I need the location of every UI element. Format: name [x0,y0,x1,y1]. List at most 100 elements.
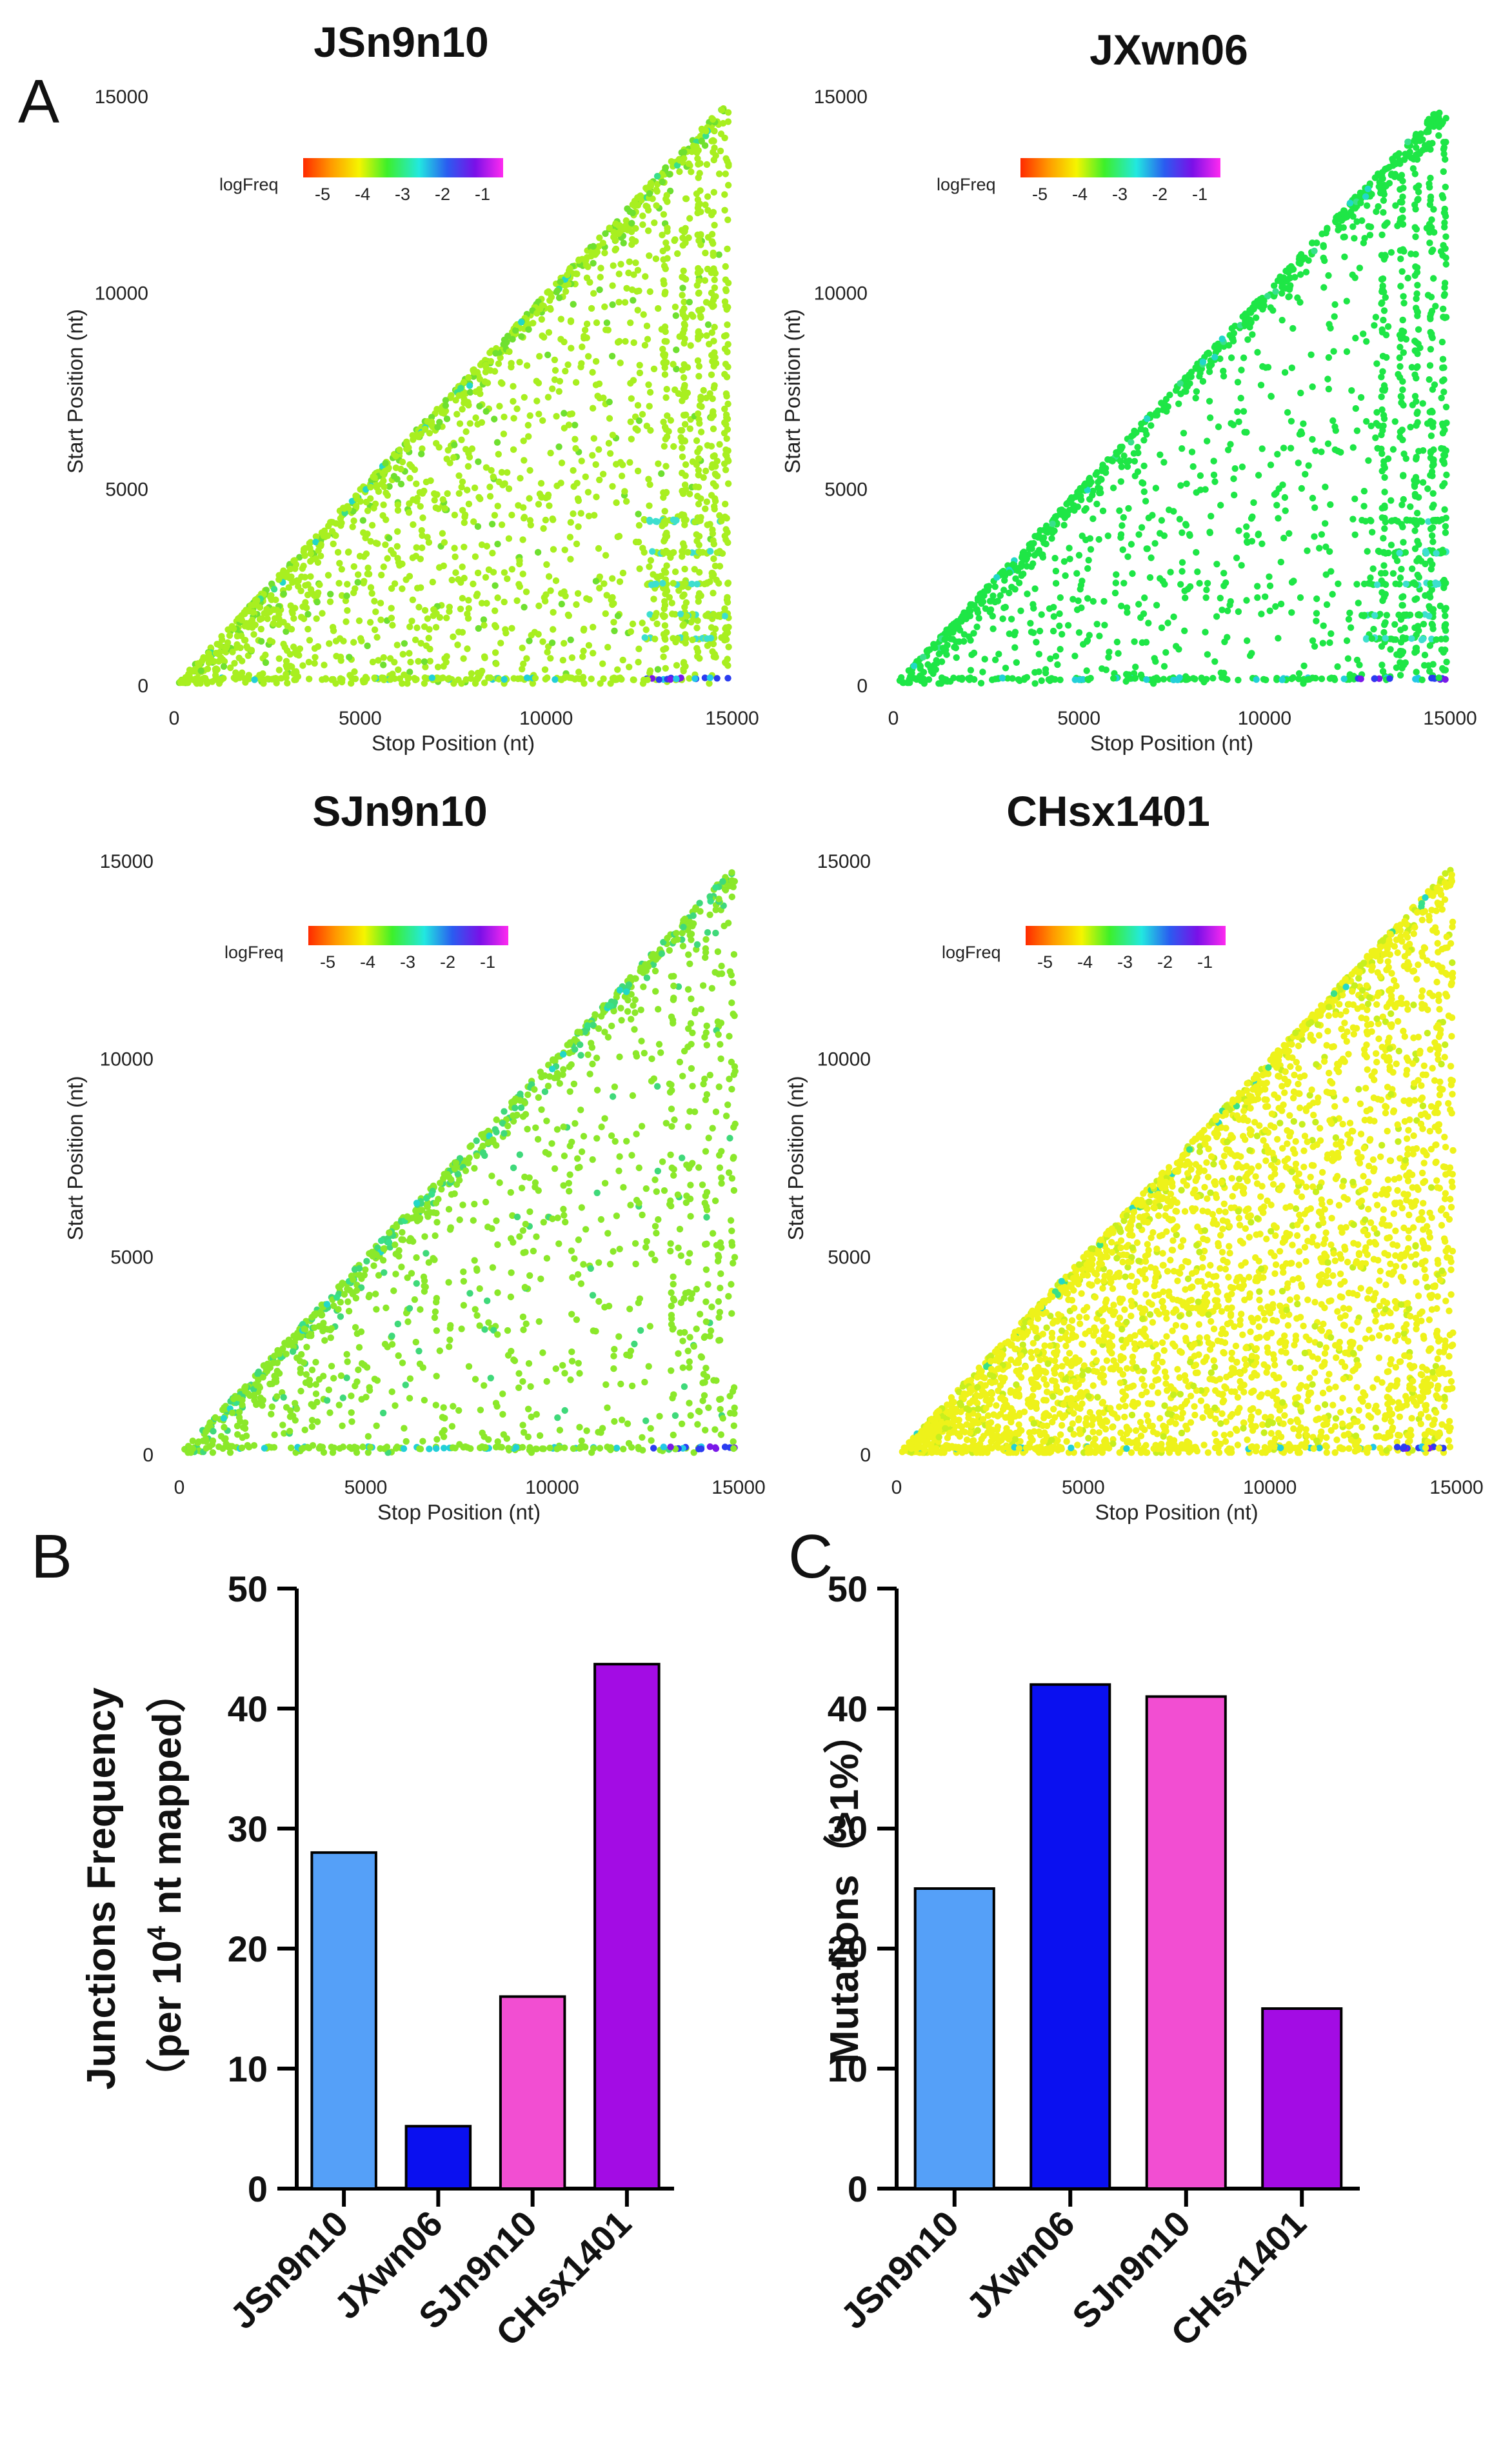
interior-point [1352,405,1359,412]
bottom-row-point [532,674,539,682]
column-point [1442,447,1449,454]
interior-point [391,659,398,666]
interior-point [432,624,440,631]
interior-point [416,488,423,496]
column-point [724,656,731,663]
interior-point [648,1250,655,1258]
interior-point [1056,622,1063,630]
interior-point [459,506,466,514]
interior-point [555,443,562,450]
interior-point [446,1336,453,1343]
diagonal-point [1158,399,1165,406]
interior-point [1038,677,1045,685]
interior-point [610,1248,617,1255]
interior-point [494,503,501,510]
interior-point [1052,579,1060,587]
interior-point [1238,463,1246,470]
interior-point [1311,533,1318,540]
streak-point [641,634,648,641]
diagonal-point [320,532,327,539]
interior-point [626,459,633,466]
interior-point [384,465,392,473]
interior-point [601,249,608,257]
column-point [697,314,704,321]
interior-point [550,608,557,616]
column-point [724,118,732,125]
interior-point [1182,521,1190,529]
diagonal-point [622,217,630,225]
interior-point [567,519,574,526]
interior-point [378,572,385,579]
interior-point [479,1142,486,1150]
diagonal-point [640,983,647,990]
column-point [1442,529,1449,536]
interior-point [657,470,665,477]
legend-tick-label: -3 [400,952,415,972]
interior-point [488,466,495,474]
interior-point [547,655,554,662]
interior-point [542,591,550,598]
diagonal-point [1435,132,1442,139]
legend-tick-label: -1 [1192,185,1208,204]
interior-point [642,203,650,210]
interior-point [638,1123,646,1130]
streak-point [1436,517,1443,525]
diagonal-point [476,376,484,383]
interior-point [1424,485,1431,492]
interior-point [421,1396,428,1404]
interior-point [553,482,561,490]
x-tick-label: 0 [169,708,180,729]
interior-point [477,496,484,503]
column-point [1438,338,1446,346]
interior-point [498,468,506,476]
interior-point [481,653,488,660]
interior-point [364,642,371,650]
bottom-row-point [1051,676,1059,683]
interior-point [1052,652,1060,660]
diagonal-point [679,943,687,950]
interior-point [227,664,234,672]
interior-point [361,577,368,585]
streak-point [718,517,725,525]
bottom-row-point [1289,674,1297,681]
interior-point [1152,657,1159,665]
interior-point [1083,667,1090,674]
interior-point [1071,506,1078,514]
streak-point [660,549,667,556]
interior-point [490,473,497,481]
interior-point [506,348,513,356]
interior-point [516,583,523,590]
interior-point [1226,601,1233,608]
interior-point [636,361,643,369]
diagonal-point [501,336,508,343]
scatter-title: JSn9n10 [313,18,488,66]
interior-point [575,1236,582,1243]
interior-point [257,637,265,645]
interior-point [293,1334,300,1341]
interior-point [294,647,301,655]
interior-point [1095,536,1102,543]
column-point [681,591,688,598]
interior-point [1179,559,1186,566]
column-point [711,495,719,502]
interior-point [652,255,660,263]
interior-point [508,625,515,632]
interior-point [195,1438,203,1445]
interior-point [596,585,603,592]
interior-point [715,251,722,258]
interior-point [1188,448,1196,456]
interior-point [424,418,431,425]
interior-point [1345,616,1353,623]
column-point [722,287,730,294]
interior-point [1113,571,1120,578]
interior-point [1233,554,1240,561]
diagonal-point [1364,202,1371,209]
streak-point [1408,635,1415,642]
interior-point [674,250,681,257]
interior-point [1179,568,1186,575]
interior-point [325,1386,332,1394]
interior-point [1192,364,1199,371]
bottom-row-point [1219,674,1226,681]
interior-point [264,615,271,623]
interior-point [1243,532,1250,539]
